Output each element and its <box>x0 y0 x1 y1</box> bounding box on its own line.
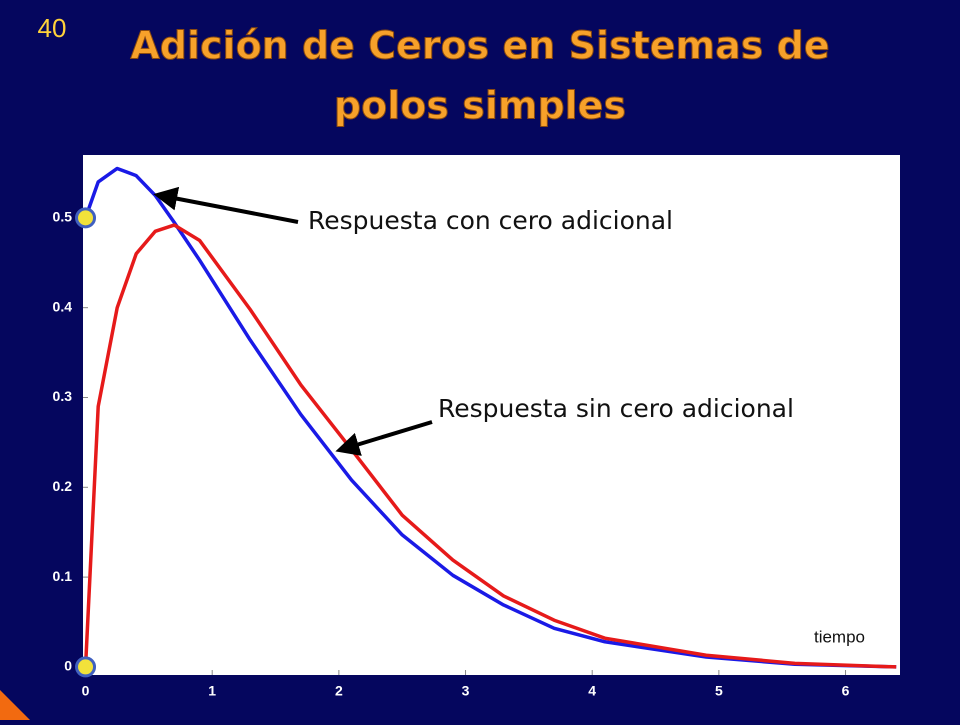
x-tick-label: 2 <box>335 683 343 699</box>
chart-title: Adición de Ceros en Sistemas de <box>130 24 829 68</box>
y-tick-label: 0.4 <box>53 298 73 314</box>
line-series <box>83 223 897 669</box>
slide-number: 40 <box>38 13 67 43</box>
corner-decoration <box>0 690 30 720</box>
x-tick-label: 5 <box>715 683 723 699</box>
arrow <box>335 420 433 456</box>
start-marker <box>75 656 97 678</box>
y-tick-label: 0.5 <box>53 209 73 225</box>
x-tick-label: 6 <box>842 683 850 699</box>
x-tick-label: 4 <box>588 683 596 699</box>
line-series <box>83 166 897 669</box>
y-tick-label: 0.2 <box>53 478 73 494</box>
plot <box>83 166 897 675</box>
x-tick-label: 0 <box>82 683 90 699</box>
x-tick-label: 3 <box>462 683 470 699</box>
y-tick-label: 0.3 <box>53 388 73 404</box>
x-tick-label: 1 <box>208 683 216 699</box>
start-marker <box>75 207 97 229</box>
y-tick-label: 0 <box>64 658 72 674</box>
annotation: Respuesta sin cero adicional <box>438 394 794 423</box>
chart-title: polos simples <box>334 84 626 128</box>
arrow <box>153 186 299 224</box>
y-tick-label: 0.1 <box>53 568 73 584</box>
x-axis-label: tiempo <box>814 627 865 646</box>
annotation: Respuesta con cero adicional <box>308 206 673 235</box>
